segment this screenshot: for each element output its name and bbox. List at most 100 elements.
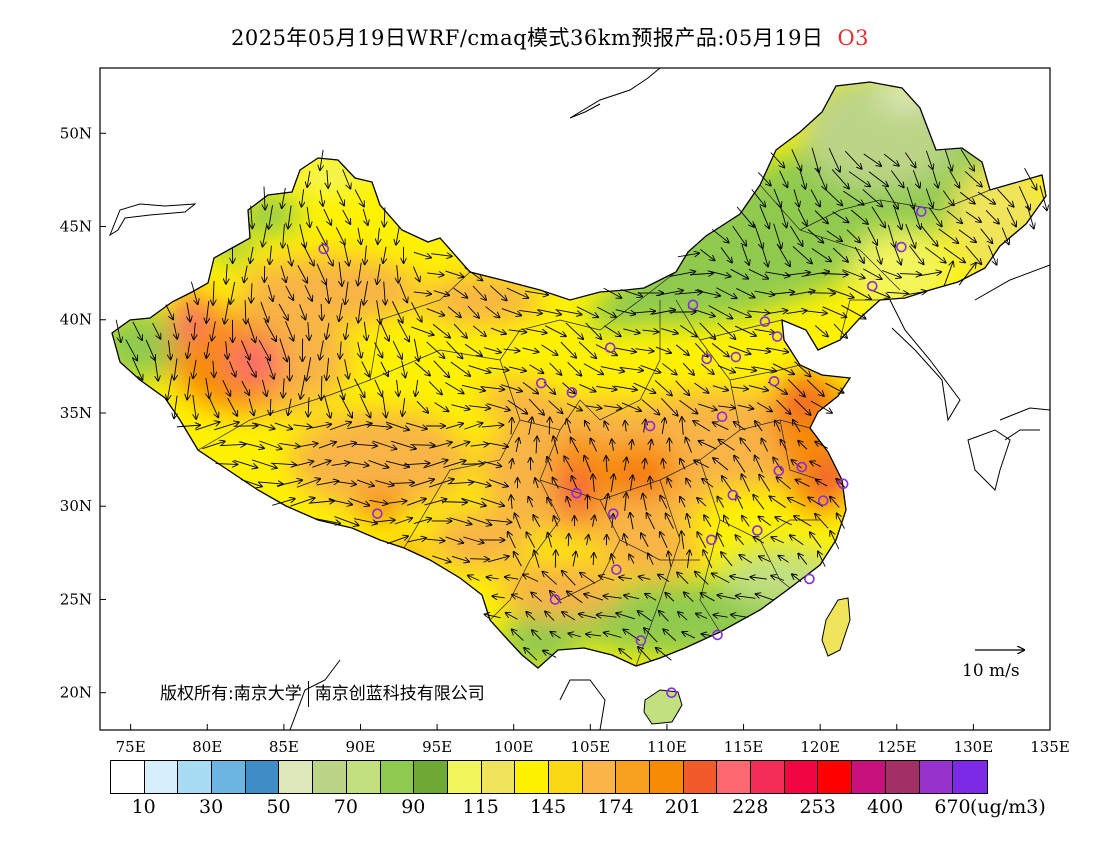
wind-arrow (552, 477, 559, 489)
wind-arrow (746, 348, 771, 351)
wind-arrow (297, 265, 308, 282)
station-marker (566, 387, 578, 398)
wind-arrow (451, 404, 470, 410)
wind-arrow (776, 399, 790, 414)
wind-arrow (890, 170, 903, 188)
wind-arrow (269, 205, 273, 229)
wind-arrow (694, 289, 720, 296)
wind-arrow (342, 169, 351, 188)
wind-arrow (282, 187, 286, 208)
station-marker (730, 351, 742, 363)
lon-tick-label: 75E (116, 738, 146, 756)
color-cell (616, 761, 650, 793)
wind-arrow (585, 322, 602, 339)
color-cell (852, 761, 886, 793)
wind-arrow (886, 292, 908, 293)
wind-arrow (215, 464, 238, 465)
wind-arrow (837, 513, 845, 529)
wind-arrow (368, 459, 389, 467)
wind-arrow (917, 272, 941, 277)
wind-arrow (345, 322, 347, 339)
wind-arrow (533, 515, 541, 528)
wind-arrow (804, 311, 827, 314)
wind-arrow (717, 365, 735, 373)
wind-arrow (735, 535, 744, 546)
wind-arrow (283, 378, 284, 397)
wind-arrow (537, 309, 561, 315)
wind-arrow (511, 495, 512, 509)
wind-arrow (262, 379, 266, 396)
wind-arrow (167, 376, 173, 400)
color-cell (346, 761, 381, 793)
wind-arrow (661, 397, 677, 415)
wind-arrow (660, 496, 668, 509)
wind-arrow (596, 386, 616, 389)
color-scale-label: 90 (401, 796, 426, 818)
wind-arrow (643, 494, 647, 511)
wind-arrow (428, 381, 442, 394)
wind-arrow (661, 328, 678, 334)
wind-arrow (811, 147, 819, 173)
wind-arrow (669, 438, 670, 452)
wind-arrow (453, 287, 468, 298)
lon-tick-label: 80E (192, 738, 222, 756)
wind-arrow (650, 477, 652, 490)
wind-arrow (299, 304, 306, 319)
wind-arrow (361, 361, 370, 376)
station-marker (608, 508, 619, 519)
wind-arrow (524, 290, 548, 295)
wind-arrow (548, 533, 552, 548)
wind-arrow (241, 380, 249, 395)
wind-arrow (734, 422, 746, 431)
lon-tick-label: 105E (571, 738, 611, 756)
wind-arrow (625, 421, 626, 432)
wind-arrow (753, 495, 765, 510)
wind-arrow (825, 382, 843, 393)
wind-arrow (376, 300, 381, 323)
wind-arrow (638, 647, 652, 662)
wind-arrow (958, 229, 976, 243)
wind-arrow (770, 152, 785, 167)
wind-arrow (508, 532, 516, 549)
wind-arrow (620, 289, 642, 296)
wind-arrow (291, 461, 314, 468)
wind-arrow (792, 246, 812, 263)
wind-arrow (299, 224, 305, 247)
wind-arrow (900, 274, 921, 275)
wind-arrow (258, 339, 270, 360)
wind-arrow (542, 572, 557, 585)
wind-arrow (680, 459, 686, 470)
wind-arrow (801, 272, 830, 277)
station-marker (866, 280, 878, 292)
wind-arrow (965, 211, 981, 222)
wind-arrow (392, 301, 402, 323)
wind-arrow (354, 378, 364, 398)
wind-arrow (815, 442, 829, 449)
wind-arrow (328, 498, 352, 504)
wind-arrow (431, 254, 452, 257)
wind-arrow (584, 456, 592, 473)
wind-arrow (567, 361, 582, 375)
wind-arrow (985, 209, 999, 223)
title-text: 2025年05月19日WRF/cmaq模式36km预报产品:05月19日 (230, 26, 824, 50)
wind-arrow (480, 497, 504, 506)
wind-arrow (739, 555, 752, 564)
wind-arrow (693, 421, 711, 432)
wind-reference-label: 10 m/s (962, 661, 1020, 681)
wind-arrow (912, 204, 921, 229)
wind-arrow (740, 438, 752, 453)
wind-arrow (893, 245, 901, 264)
wind-arrow (336, 482, 356, 485)
wind-arrow (704, 515, 712, 527)
station-marker (768, 375, 780, 387)
wind-arrow (384, 281, 386, 305)
wind-arrow (485, 520, 512, 523)
wind-arrow (887, 224, 894, 247)
wind-arrow (356, 479, 374, 486)
wind-arrow (434, 402, 449, 412)
wind-arrow (213, 360, 214, 377)
wind-arrow (555, 550, 556, 568)
wind-arrow (720, 247, 732, 262)
wind-arrow (755, 421, 763, 432)
lon-tick-label: 125E (877, 738, 917, 756)
